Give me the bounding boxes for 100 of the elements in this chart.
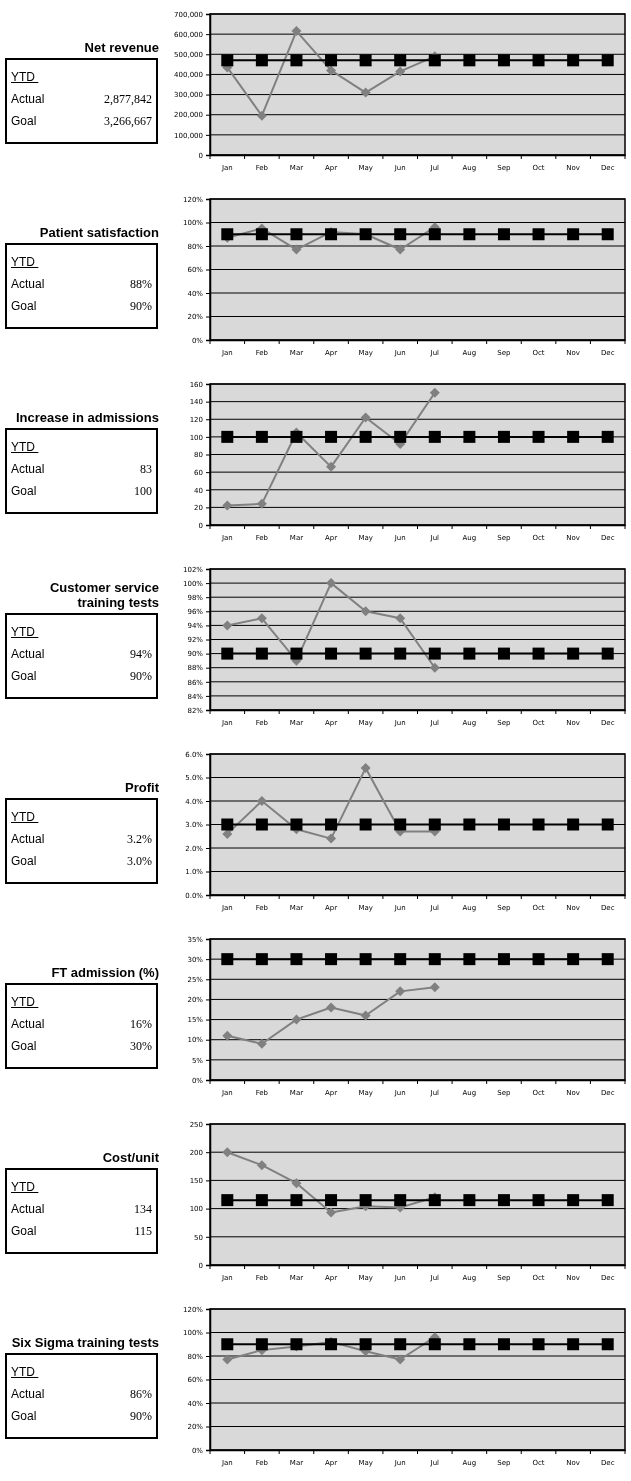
- point: [428, 54, 441, 67]
- point: [221, 228, 234, 241]
- point: [221, 430, 234, 443]
- point: [532, 228, 545, 241]
- point: [290, 818, 303, 831]
- point: [222, 500, 233, 511]
- point: [290, 1194, 303, 1207]
- point: [395, 1354, 406, 1365]
- ytd-card: YTD Actual 2,877,842 Goal 3,266,667: [5, 58, 158, 144]
- point: [221, 818, 234, 831]
- point: [326, 1002, 337, 1013]
- point: [325, 54, 338, 67]
- point: [428, 953, 441, 966]
- point: [463, 1338, 476, 1351]
- point: [567, 228, 580, 241]
- point: [394, 953, 407, 966]
- text: Increase in admissions: [14, 410, 159, 425]
- point: [360, 1010, 371, 1021]
- point: [428, 1338, 441, 1351]
- point: [290, 430, 303, 443]
- point: [359, 430, 372, 443]
- point: [290, 647, 303, 660]
- ytd-card: YTD Actual 134 Goal 115: [5, 1168, 158, 1254]
- point: [394, 1194, 407, 1207]
- point: [428, 430, 441, 443]
- point: [497, 1194, 510, 1207]
- point: [359, 54, 372, 67]
- point: [256, 1160, 267, 1171]
- point: [428, 228, 441, 241]
- text: Cost/unit: [101, 1150, 159, 1165]
- point: [601, 647, 614, 660]
- point: [360, 412, 371, 423]
- point: [497, 228, 510, 241]
- point: [601, 228, 614, 241]
- point: [463, 228, 476, 241]
- point: [497, 953, 510, 966]
- point: [394, 647, 407, 660]
- point: [532, 647, 545, 660]
- ytd-card: YTD Actual 86% Goal 90%: [5, 1353, 158, 1439]
- point: [256, 110, 267, 121]
- point: [256, 796, 267, 806]
- point: [222, 1147, 233, 1158]
- point: [395, 66, 406, 77]
- text: Patient satisfaction: [38, 225, 159, 240]
- point: [428, 818, 441, 831]
- point: [325, 818, 338, 831]
- point: [360, 763, 371, 774]
- text: FT admission (%): [50, 965, 159, 980]
- point: [255, 818, 268, 831]
- point: [394, 54, 407, 67]
- point: [291, 26, 302, 37]
- point: [395, 613, 406, 624]
- point: [359, 818, 372, 831]
- point: [428, 1194, 441, 1207]
- point: [601, 818, 614, 831]
- point: [325, 953, 338, 966]
- point: [497, 1338, 510, 1351]
- point: [429, 387, 440, 398]
- point: [359, 647, 372, 660]
- point: [326, 833, 337, 844]
- point: [532, 1338, 545, 1351]
- point: [429, 662, 440, 673]
- ytd-card: YTD Actual 16% Goal 30%: [5, 983, 158, 1069]
- point: [567, 818, 580, 831]
- point: [290, 228, 303, 241]
- point: [359, 1338, 372, 1351]
- ytd-card: YTD Actual 94% Goal 90%: [5, 613, 158, 699]
- ytd-card: YTD Actual 3.2% Goal 3.0%: [5, 798, 158, 884]
- point: [325, 647, 338, 660]
- point: [256, 613, 267, 624]
- point: [325, 1194, 338, 1207]
- text: Six Sigma training tests: [10, 1335, 159, 1350]
- point: [291, 244, 302, 255]
- point: [359, 1194, 372, 1207]
- point: [601, 1338, 614, 1351]
- point: [360, 606, 371, 617]
- point: [567, 953, 580, 966]
- point: [395, 244, 406, 255]
- point: [601, 430, 614, 443]
- point: [463, 953, 476, 966]
- ytd-card: YTD Actual 83 Goal 100: [5, 428, 158, 514]
- point: [601, 1194, 614, 1207]
- point: [532, 818, 545, 831]
- point: [567, 647, 580, 660]
- point: [532, 953, 545, 966]
- point: [221, 54, 234, 67]
- point: [326, 65, 337, 76]
- point: [567, 1338, 580, 1351]
- point: [291, 1178, 302, 1189]
- point: [463, 647, 476, 660]
- point: [221, 1194, 234, 1207]
- point: [601, 54, 614, 67]
- point: [395, 986, 406, 997]
- point: [497, 54, 510, 67]
- point: [255, 430, 268, 443]
- point: [325, 1338, 338, 1351]
- point: [394, 1338, 407, 1351]
- point: [255, 54, 268, 67]
- point: [221, 953, 234, 966]
- point: [290, 54, 303, 67]
